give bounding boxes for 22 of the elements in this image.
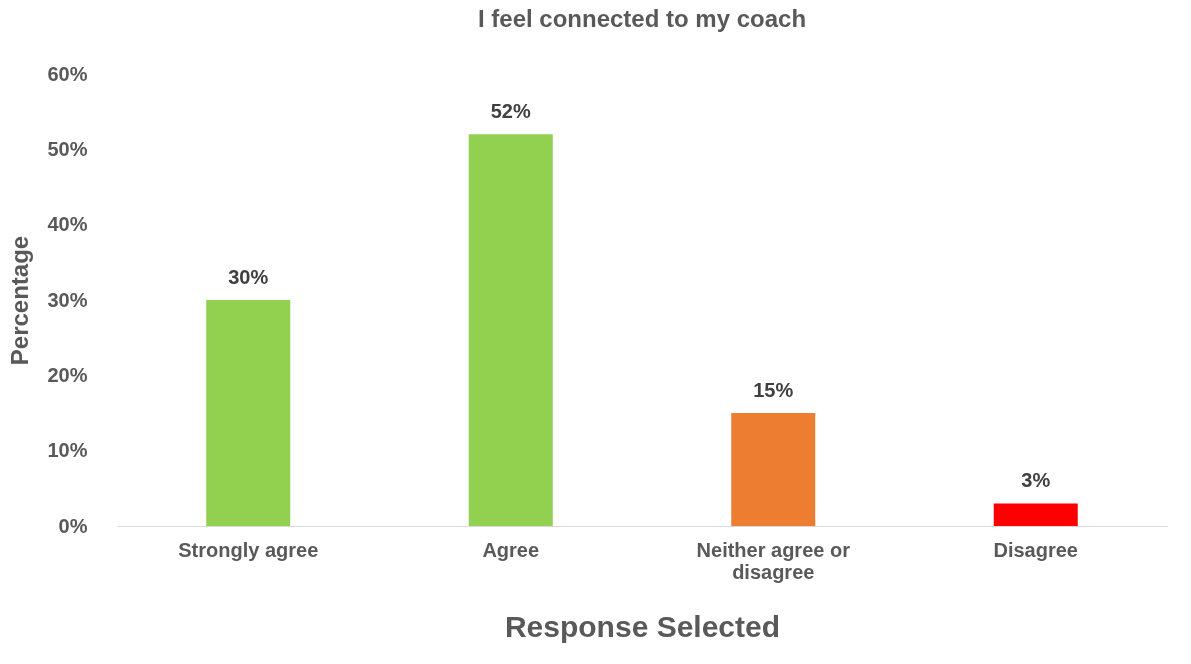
y-tick-label: 60% xyxy=(47,62,88,85)
y-tick-label: 30% xyxy=(47,288,88,311)
y-axis-title: Percentage xyxy=(6,235,34,366)
x-tick-label: Agree xyxy=(482,538,540,561)
y-tick-label: 0% xyxy=(58,514,88,537)
x-tick-label: Neither agree or disagree xyxy=(696,538,851,583)
data-label: 15% xyxy=(753,379,794,401)
data-label: 30% xyxy=(228,266,269,288)
x-tick-label: Strongly agree xyxy=(178,538,319,561)
y-tick-label: 20% xyxy=(47,363,88,386)
y-tick-label: 40% xyxy=(47,213,88,236)
bar xyxy=(206,300,291,526)
bar xyxy=(468,134,553,526)
data-label: 52% xyxy=(490,100,531,123)
data-label: 3% xyxy=(1021,469,1051,492)
bar xyxy=(993,503,1078,526)
y-tick-label: 50% xyxy=(47,137,88,160)
x-axis-title: Response Selected xyxy=(504,609,781,643)
x-tick-label: Disagree xyxy=(993,538,1078,561)
y-tick-label: 10% xyxy=(47,439,88,462)
chart-title: I feel connected to my coach xyxy=(477,5,807,32)
bar xyxy=(731,413,816,526)
